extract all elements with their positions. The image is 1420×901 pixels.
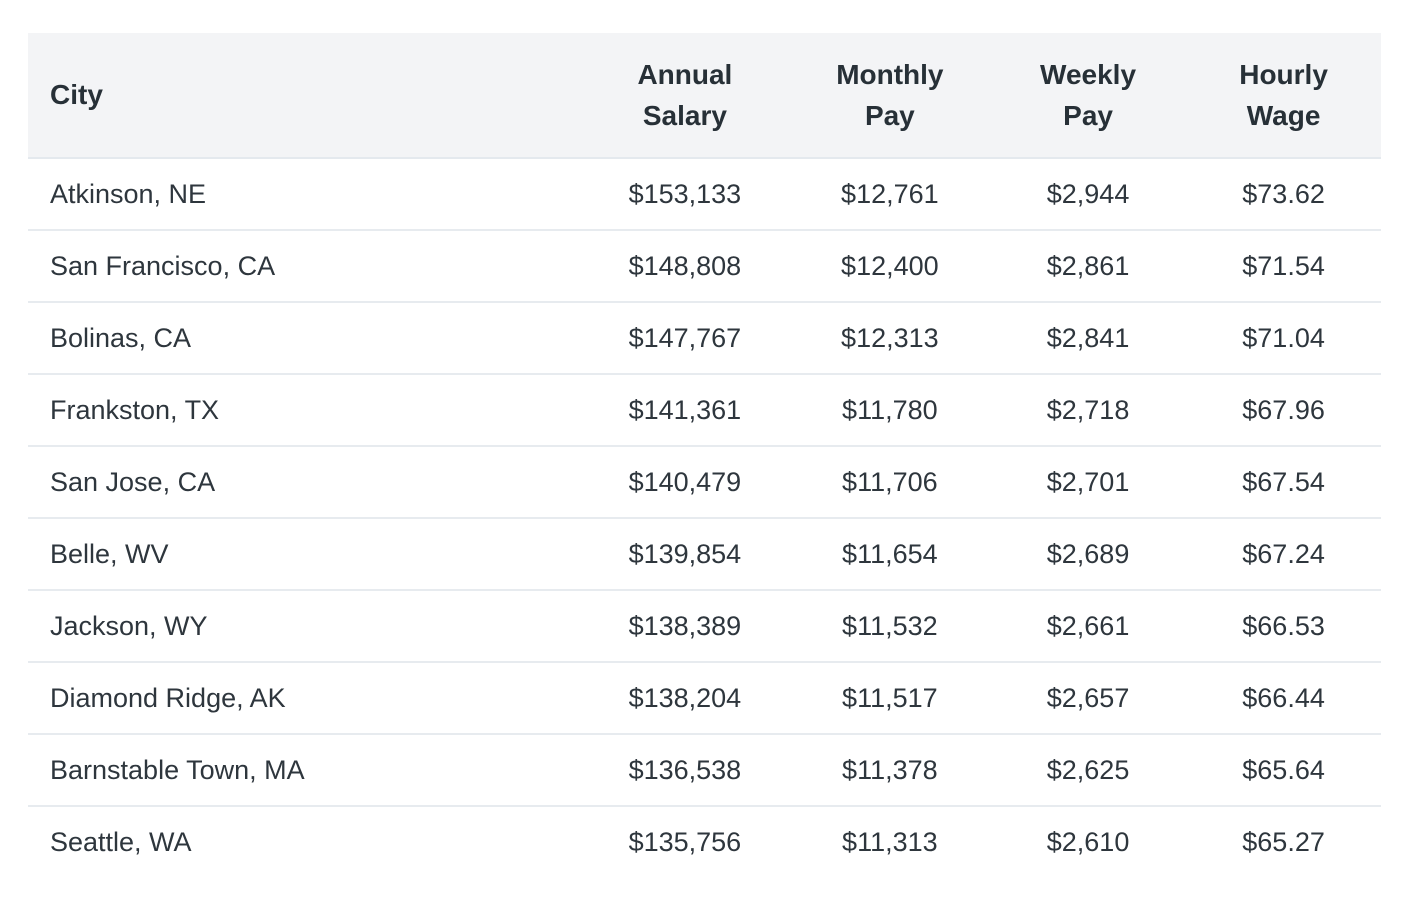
cell-hourly: $66.53 xyxy=(1186,589,1381,662)
cell-hourly: $67.96 xyxy=(1186,373,1381,446)
cell-annual: $141,361 xyxy=(580,373,790,446)
table-row: Belle, WV $139,854 $11,654 $2,689 $67.24 xyxy=(28,517,1381,590)
cell-hourly: $67.54 xyxy=(1186,445,1381,518)
cell-city: San Jose, CA xyxy=(28,445,581,518)
cell-city: Diamond Ridge, AK xyxy=(28,661,581,734)
cell-weekly: $2,610 xyxy=(989,805,1187,878)
table-row: Jackson, WY $138,389 $11,532 $2,661 $66.53 xyxy=(28,589,1381,662)
cell-city: Seattle, WA xyxy=(28,805,581,878)
cell-city: Barnstable Town, MA xyxy=(28,733,581,806)
cell-monthly: $11,517 xyxy=(789,661,990,734)
cell-weekly: $2,841 xyxy=(989,301,1187,374)
cell-city: San Francisco, CA xyxy=(28,229,581,302)
table-row: Bolinas, CA $147,767 $12,313 $2,841 $71.04 xyxy=(28,301,1381,374)
table-row: Diamond Ridge, AK $138,204 $11,517 $2,657 $6… xyxy=(28,661,1381,734)
column-header-city: City xyxy=(28,33,581,158)
cell-monthly: $12,400 xyxy=(789,229,990,302)
table-row: San Jose, CA $140,479 $11,706 $2,701 $67.54 xyxy=(28,445,1381,518)
cell-hourly: $67.24 xyxy=(1186,517,1381,590)
cell-city: Atkinson, NE xyxy=(28,157,581,230)
cell-annual: $147,767 xyxy=(580,301,790,374)
cell-city: Belle, WV xyxy=(28,517,581,590)
cell-annual: $153,133 xyxy=(580,157,790,230)
cell-weekly: $2,701 xyxy=(989,445,1187,518)
cell-monthly: $11,378 xyxy=(789,733,990,806)
cell-monthly: $12,313 xyxy=(789,301,990,374)
table-header: City Annual Salary Monthly Pay Weekly Pay Ho… xyxy=(28,33,1381,158)
table-body: Atkinson, NE $153,133 $12,761 $2,944 $73.62 S… xyxy=(28,157,1381,878)
cell-weekly: $2,944 xyxy=(989,157,1187,230)
cell-monthly: $11,532 xyxy=(789,589,990,662)
cell-hourly: $71.04 xyxy=(1186,301,1381,374)
table-row: Atkinson, NE $153,133 $12,761 $2,944 $73.62 xyxy=(28,157,1381,230)
cell-weekly: $2,861 xyxy=(989,229,1187,302)
column-header-monthly: Monthly Pay xyxy=(789,33,990,158)
column-header-hourly: Hourly Wage xyxy=(1186,33,1381,158)
cell-annual: $140,479 xyxy=(580,445,790,518)
cell-monthly: $11,654 xyxy=(789,517,990,590)
cell-weekly: $2,661 xyxy=(989,589,1187,662)
table-row: Seattle, WA $135,756 $11,313 $2,610 $65.27 xyxy=(28,805,1381,878)
cell-hourly: $65.27 xyxy=(1186,805,1381,878)
salary-table-container: City Annual Salary Monthly Pay Weekly Pay Ho… xyxy=(28,33,1381,878)
cell-monthly: $11,313 xyxy=(789,805,990,878)
cell-monthly: $12,761 xyxy=(789,157,990,230)
cell-annual: $138,204 xyxy=(580,661,790,734)
cell-weekly: $2,689 xyxy=(989,517,1187,590)
cell-weekly: $2,718 xyxy=(989,373,1187,446)
table-row: San Francisco, CA $148,808 $12,400 $2,861 $7… xyxy=(28,229,1381,302)
cell-weekly: $2,657 xyxy=(989,661,1187,734)
cell-annual: $139,854 xyxy=(580,517,790,590)
city-salary-table: City Annual Salary Monthly Pay Weekly Pay Ho… xyxy=(28,33,1381,878)
header-row: City Annual Salary Monthly Pay Weekly Pay Ho… xyxy=(28,33,1381,158)
cell-hourly: $65.64 xyxy=(1186,733,1381,806)
column-header-annual: Annual Salary xyxy=(580,33,790,158)
cell-city: Bolinas, CA xyxy=(28,301,581,374)
table-row: Barnstable Town, MA $136,538 $11,378 $2,625… xyxy=(28,733,1381,806)
cell-monthly: $11,780 xyxy=(789,373,990,446)
cell-annual: $138,389 xyxy=(580,589,790,662)
cell-hourly: $71.54 xyxy=(1186,229,1381,302)
table-row: Frankston, TX $141,361 $11,780 $2,718 $67.96 xyxy=(28,373,1381,446)
cell-annual: $148,808 xyxy=(580,229,790,302)
column-header-weekly: Weekly Pay xyxy=(989,33,1187,158)
cell-weekly: $2,625 xyxy=(989,733,1187,806)
cell-monthly: $11,706 xyxy=(789,445,990,518)
cell-hourly: $66.44 xyxy=(1186,661,1381,734)
cell-annual: $135,756 xyxy=(580,805,790,878)
cell-hourly: $73.62 xyxy=(1186,157,1381,230)
cell-annual: $136,538 xyxy=(580,733,790,806)
cell-city: Jackson, WY xyxy=(28,589,581,662)
cell-city: Frankston, TX xyxy=(28,373,581,446)
